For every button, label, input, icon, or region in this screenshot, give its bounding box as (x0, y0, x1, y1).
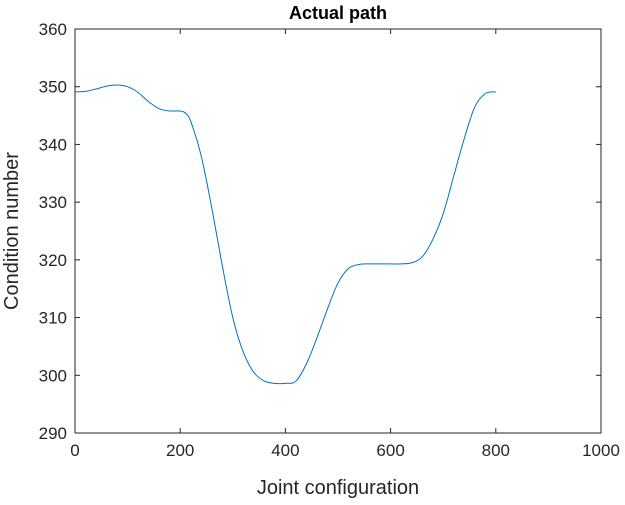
x-axis-label: Joint configuration (257, 477, 419, 499)
y-tick-label: 300 (39, 366, 67, 385)
x-tick-label: 0 (70, 441, 79, 460)
x-tick-label: 1000 (582, 441, 620, 460)
series-line (74, 84, 496, 385)
y-tick-label: 290 (39, 424, 67, 443)
y-tick-label: 310 (39, 309, 67, 328)
x-tick-label: 400 (271, 441, 299, 460)
plot-area (74, 28, 602, 434)
x-tick-label: 200 (166, 441, 194, 460)
x-tick-label: 600 (376, 441, 404, 460)
y-tick-label: 330 (39, 193, 67, 212)
chart-title: Actual path (289, 3, 387, 23)
y-tick-label: 320 (39, 251, 67, 270)
y-tick-label: 360 (39, 20, 67, 39)
y-tick-label: 340 (39, 135, 67, 154)
series-layer (74, 84, 496, 385)
axis-ticks: 0 200 400 600 800 1000 290 300 310 320 330 340 350 36… (39, 20, 620, 460)
y-axis-label: Condition number (1, 152, 23, 310)
x-tick-label: 800 (482, 441, 510, 460)
y-tick-label: 350 (39, 78, 67, 97)
